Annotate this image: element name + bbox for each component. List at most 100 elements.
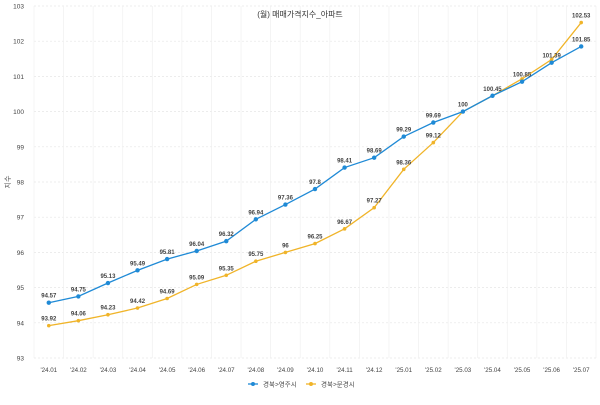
data-label: 95.75 [248, 252, 264, 258]
x-tick-label: '25.02 [425, 367, 442, 374]
y-tick-label: 99 [17, 144, 25, 151]
x-tick-label: '24.02 [70, 367, 87, 374]
data-label: 98.36 [396, 160, 412, 166]
legend-marker-dot [309, 382, 313, 386]
data-point [431, 120, 436, 125]
series-1: 93.92 94.06 94.23 94.42 94.69 95.09 95.35 95.75… [41, 14, 591, 328]
y-tick-label: 103 [13, 4, 24, 11]
data-point [312, 186, 318, 192]
data-point [579, 44, 584, 49]
data-label: 94.57 [41, 294, 57, 300]
data-point [549, 57, 554, 62]
x-tick-label: '24.10 [307, 367, 324, 374]
y-tick-label: 102 [13, 39, 24, 46]
data-label: 95.09 [189, 275, 205, 281]
data-label: 99.29 [396, 128, 412, 134]
x-tick-label: '24.05 [159, 367, 176, 374]
data-point [165, 296, 169, 301]
x-tick-label: '24.12 [366, 367, 383, 374]
x-tick-label: '24.03 [100, 367, 117, 374]
data-label: 96.04 [189, 242, 205, 248]
x-tick-label: '25.07 [573, 367, 590, 374]
y-tick-label: 93 [17, 356, 25, 363]
data-label: 98.41 [337, 159, 353, 165]
series-group: 93.92 94.06 94.23 94.42 94.69 95.09 95.35 95.75… [41, 14, 591, 328]
data-label: 99.12 [426, 134, 442, 140]
data-label: 93.92 [41, 317, 57, 323]
data-point [519, 79, 525, 84]
data-point [46, 323, 51, 328]
data-label: 97.8 [309, 180, 321, 186]
data-label: 94.69 [160, 290, 176, 296]
x-tick-label: '25.05 [514, 367, 531, 374]
data-label: 100.85 [513, 73, 532, 79]
data-point [254, 259, 258, 264]
x-tick-label: '24.06 [188, 367, 205, 374]
chart-title: (월) 매매가격지수_아파트 [257, 9, 343, 19]
x-tick-label: '24.04 [129, 367, 146, 374]
y-tick-label: 94 [17, 320, 25, 327]
x-tick-label: '24.09 [277, 367, 294, 374]
data-label: 98.69 [367, 149, 383, 155]
data-label: 94.75 [71, 287, 87, 293]
data-label: 95.49 [130, 261, 146, 267]
data-point [164, 256, 170, 262]
data-label: 101.39 [542, 54, 561, 60]
data-label: 95.13 [100, 274, 116, 280]
data-label: 96.32 [219, 232, 235, 238]
legend-item-0[interactable]: 경북>영주시 [248, 380, 297, 389]
data-point [283, 250, 288, 255]
data-point [401, 167, 406, 172]
x-tick-label: '24.11 [336, 367, 353, 374]
x-tick-label: '25.01 [395, 367, 412, 374]
data-point [401, 134, 406, 139]
x-tick-label: '24.01 [40, 367, 57, 374]
data-point [224, 238, 229, 244]
data-point [313, 241, 317, 246]
legend-label: 경북>영주시 [263, 380, 297, 389]
y-tick-label: 100 [13, 109, 24, 116]
data-label: 95.81 [160, 250, 176, 256]
y-axis-label: 지수 [3, 175, 12, 188]
data-point [371, 155, 377, 160]
data-point [135, 268, 140, 273]
data-point [76, 294, 81, 299]
data-point [431, 140, 436, 145]
y-tick-label: 97 [17, 215, 25, 222]
data-point [460, 109, 466, 114]
y-tick-label: 95 [17, 285, 25, 292]
series-line [48, 45, 582, 304]
grid [33, 5, 597, 359]
data-label: 94.23 [100, 306, 116, 312]
data-label: 96.67 [337, 220, 353, 226]
data-label: 96.25 [307, 235, 323, 241]
legend-label: 경북>문경시 [321, 380, 355, 389]
x-tick-label: '25.03 [455, 367, 472, 374]
data-point [224, 273, 229, 278]
data-point [194, 248, 199, 254]
x-tick-label: '25.06 [543, 367, 560, 374]
data-label: 94.42 [130, 299, 146, 305]
data-point [106, 312, 110, 317]
data-label: 96.94 [248, 210, 264, 216]
data-point [253, 217, 259, 222]
legend-item-1[interactable]: 경북>문경시 [306, 380, 355, 389]
y-tick-label: 101 [13, 74, 24, 81]
data-point [283, 202, 288, 207]
x-tick-label: '24.08 [248, 367, 265, 374]
data-label: 96 [282, 243, 289, 249]
data-point [490, 93, 495, 98]
data-label: 100 [458, 103, 469, 109]
data-point [549, 60, 554, 65]
data-label: 101.85 [572, 37, 591, 43]
data-point [76, 318, 81, 323]
data-point [342, 227, 347, 231]
data-label: 100.45 [483, 87, 502, 93]
legend-marker-dot [251, 382, 255, 386]
data-label: 94.06 [71, 312, 87, 318]
data-label: 95.35 [219, 266, 235, 272]
data-point [342, 165, 347, 170]
data-label: 102.53 [572, 14, 591, 20]
legend: 경북>영주시 경북>문경시 [248, 380, 355, 389]
